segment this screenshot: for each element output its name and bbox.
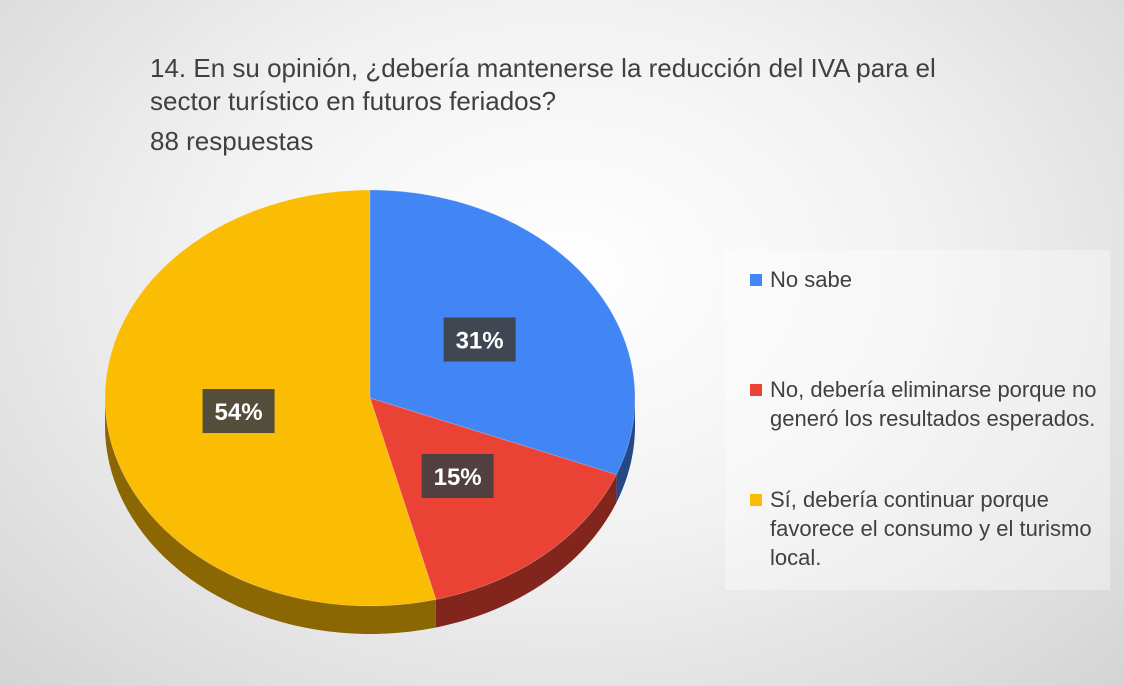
legend-item: No, debería eliminarse porque no generó … (750, 375, 1120, 433)
legend-item: No sabe (750, 265, 1120, 294)
legend-item: Sí, debería continuar porque favorece el… (750, 485, 1120, 572)
value-label-box (202, 389, 275, 434)
value-label: 54% (215, 399, 263, 426)
legend-swatch (750, 274, 762, 286)
value-label-box (443, 317, 516, 362)
legend-label: No, debería eliminarse porque no generó … (770, 377, 1097, 431)
legend-swatch (750, 494, 762, 506)
legend: No sabe No, debería eliminarse porque no … (725, 250, 1110, 590)
value-label: 31% (456, 328, 504, 355)
legend-swatch (750, 384, 762, 396)
value-label: 15% (434, 464, 482, 491)
legend-label: Sí, debería continuar porque favorece el… (770, 487, 1092, 570)
legend-label: No sabe (770, 267, 852, 292)
value-label-box (421, 454, 494, 499)
pie-side (105, 398, 436, 634)
chart-subtitle: 88 respuestas (150, 126, 314, 156)
chart-title: 14. En su opinión, ¿debería mantenerse l… (150, 53, 936, 116)
pie-side (435, 474, 617, 628)
pie-slice (369, 397, 618, 601)
pie-side (616, 398, 635, 503)
